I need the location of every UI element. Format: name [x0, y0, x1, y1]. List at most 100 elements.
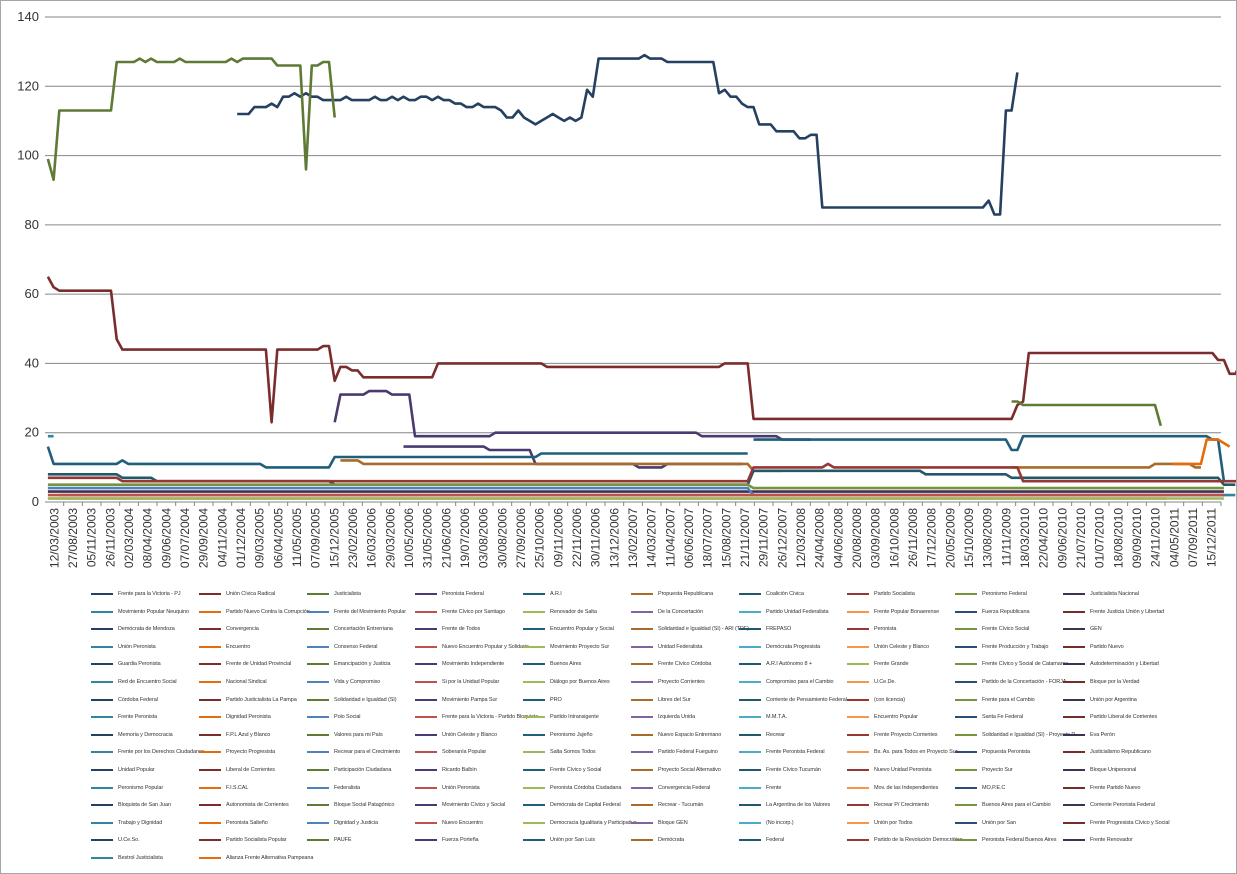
legend-item: Vida y Compromiso [307, 675, 380, 689]
legend-item: Partido Federal Fueguino [631, 745, 718, 759]
legend-label: Recrear P/ Crecimiento [874, 802, 929, 809]
legend-item: FREPASO [739, 622, 791, 636]
legend-label: Peronismo Federal [982, 591, 1027, 597]
legend-label: Federalista [334, 784, 361, 791]
series-line-2-0 [46, 57, 336, 182]
legend-swatch [415, 769, 437, 771]
legend-item: A.R.I [523, 587, 562, 601]
legend-label: Movimiento Pampa Sur [442, 696, 498, 703]
legend-swatch [739, 821, 761, 824]
legend-item: Frente Cívico Córdoba [631, 657, 711, 671]
legend-item: Fuerza Republicana [955, 605, 1030, 619]
legend-swatch [955, 751, 977, 754]
legend-item: Nuevo Unidad Peronista [847, 763, 932, 777]
legend-label: Partido Liberal de Corrientes [1090, 714, 1158, 721]
legend-label: Participación Ciudadana [334, 767, 392, 773]
legend-item: Encuentro Popular y Social [523, 622, 614, 636]
legend-label: Nacional Sindical [226, 679, 267, 685]
legend-label: U.Ce.So. [118, 837, 140, 844]
legend-label: Consenso Federal [334, 643, 378, 650]
legend-item: Bloquista de San Juan [91, 798, 171, 812]
legend-swatch [415, 786, 437, 789]
legend-swatch [91, 593, 113, 595]
legend-item: Nuevo Encuentro [415, 816, 483, 830]
x-tick-label: 26/11/2008 [906, 508, 920, 567]
legend-label: Autonomista de Corrientes [226, 802, 289, 809]
legend-item: F.P.L Azul y Blanco [199, 728, 270, 742]
legend-item: Movimiento Popular Neuquino [91, 605, 189, 619]
series-line-6-0 [47, 469, 1236, 487]
legend-item: Memoria y Democracia [91, 728, 173, 742]
legend-label: Guardia Peronista [118, 661, 161, 668]
series-line-1-0 [46, 276, 1236, 424]
legend-swatch [199, 663, 221, 666]
legend-item: Bloque Unipersonal [1063, 763, 1136, 777]
legend-label: FREPASO [766, 626, 792, 633]
legend-label: Emancipación y Justicia [334, 661, 391, 668]
legend-item: Frente Peronista Federal [739, 745, 825, 759]
legend-item: Unidad Federalista [631, 640, 702, 654]
line-chart: 0 20 40 60 80 100 120 140 12/03/2003 27/08/2003 0… [17, 9, 1236, 568]
legend-swatch [631, 593, 653, 595]
x-tick-label: 23/02/2006 [346, 508, 360, 568]
legend-label: Eva Perón [1090, 731, 1115, 738]
legend-item: Bloque Social Patagónico [307, 798, 394, 812]
legend-item: Dignidad Peronista [199, 710, 271, 724]
legend-item: Frente del Movimiento Popular [307, 605, 406, 619]
legend-swatch [847, 786, 869, 789]
legend-swatch [91, 663, 113, 666]
legend-label: Propuesta Republicana [658, 591, 714, 597]
legend-label: Partido Nuevo [1090, 643, 1124, 650]
series-line-4-0 [46, 446, 748, 469]
legend-label: Dignidad y Justicia [334, 819, 378, 826]
legend-item: Recrear P/ Crecimiento [847, 798, 929, 812]
legend-item: Frente Cívico por Santiago [415, 605, 505, 619]
series-line-5-0 [340, 459, 783, 473]
legend-item: Encuentro Popular [847, 710, 918, 724]
legend-label: Recrear para el Crecimiento [334, 749, 401, 756]
legend-swatch [199, 645, 221, 648]
legend-item: Soberanía Popular [415, 745, 486, 759]
legend-item: Trabajo y Dignidad [91, 816, 162, 830]
legend-swatch [739, 681, 761, 683]
legend-swatch [307, 733, 329, 736]
legend-swatch [631, 804, 653, 807]
legend-label: Convergencia [226, 626, 259, 633]
legend-item: Unión por Todos [847, 816, 913, 830]
legend-item: Bestrol Justicialista [91, 851, 163, 865]
legend-swatch [523, 751, 545, 754]
legend-item: Frente para la Victoria - Partido Bloqui… [415, 710, 538, 724]
legend-label: Democracia Igualitaria y Participativa [550, 819, 637, 826]
legend-item: MO.P.E.C [955, 781, 1005, 795]
legend-swatch [199, 628, 221, 631]
y-tick-label: 140 [17, 9, 39, 24]
legend-swatch [739, 645, 761, 648]
legend-swatch [523, 698, 545, 701]
legend-swatch [199, 804, 221, 807]
legend-item: Movimiento Pampa Sur [415, 693, 497, 707]
legend-item: Santa Fe Federal [955, 710, 1023, 724]
legend-swatch [415, 751, 437, 754]
legend-item: Partido Unidad Federalista [739, 605, 829, 619]
legend-item: Unión por San [955, 816, 1016, 830]
legend-item: Frente Producción y Trabajo [955, 640, 1049, 654]
legend-label: Frente Cívico y Social de Catamarca [982, 661, 1069, 668]
legend-item: Frente Cívico y Social de Catamarca [955, 657, 1068, 671]
legend-swatch [847, 716, 869, 719]
legend-label: Frente Cívico Social [982, 626, 1030, 633]
legend-item: Unión por Argentina [1063, 693, 1137, 707]
legend-item: Córdoba Federal [91, 693, 158, 707]
x-tick-label: 11/04/2007 [663, 508, 677, 567]
legend-label: Renovador de Salta [550, 608, 597, 615]
legend-item: Liberal de Corrientes [199, 763, 275, 777]
legend-item: Frente para el Cambio [955, 693, 1035, 707]
x-tick-label: 22/04/2010 [1037, 508, 1051, 568]
legend-swatch [307, 645, 329, 648]
series-line-7-0 [47, 462, 1236, 483]
x-tick-label: 04/06/2008 [831, 508, 845, 568]
legend-swatch [739, 839, 761, 842]
legend-swatch [91, 839, 113, 842]
legend-label: U.Ce.De. [874, 679, 896, 685]
legend-label: Frente para el Cambio [982, 696, 1035, 703]
y-tick-label: 0 [32, 494, 39, 509]
